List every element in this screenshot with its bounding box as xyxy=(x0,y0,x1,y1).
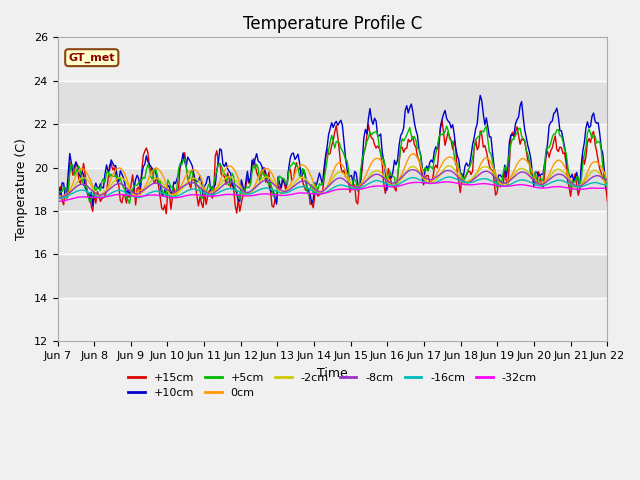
+5cm xyxy=(54,191,61,197)
+15cm xyxy=(438,118,446,123)
Bar xyxy=(58,124,607,168)
-16cm xyxy=(218,188,225,194)
+5cm xyxy=(121,187,129,193)
+5cm xyxy=(576,182,584,188)
Text: GT_met: GT_met xyxy=(68,52,115,63)
Bar xyxy=(58,211,607,254)
Line: -8cm: -8cm xyxy=(58,169,607,198)
-8cm xyxy=(54,195,61,201)
-16cm xyxy=(575,184,582,190)
-16cm xyxy=(294,184,302,190)
-8cm xyxy=(218,184,225,190)
0cm xyxy=(246,189,254,195)
-16cm xyxy=(236,189,244,195)
-2cm xyxy=(245,190,253,196)
Line: 0cm: 0cm xyxy=(58,154,607,197)
+5cm xyxy=(219,168,227,174)
+10cm xyxy=(89,203,97,209)
-2cm xyxy=(604,184,611,190)
+5cm xyxy=(246,181,254,187)
+10cm xyxy=(246,175,254,181)
+10cm xyxy=(576,185,584,191)
0cm xyxy=(55,194,63,200)
Line: -2cm: -2cm xyxy=(58,166,607,197)
0cm xyxy=(219,171,227,177)
0cm xyxy=(576,182,584,188)
+15cm xyxy=(219,172,227,178)
-2cm xyxy=(54,194,61,200)
0cm xyxy=(296,163,303,169)
Line: -16cm: -16cm xyxy=(58,177,607,199)
-2cm xyxy=(218,180,225,186)
+10cm xyxy=(296,160,303,166)
-8cm xyxy=(236,186,244,192)
Legend: +15cm, +10cm, +5cm, 0cm, -2cm, -8cm, -16cm, -32cm: +15cm, +10cm, +5cm, 0cm, -2cm, -8cm, -16… xyxy=(124,368,541,403)
-32cm xyxy=(54,199,61,204)
-16cm xyxy=(446,174,454,180)
+15cm xyxy=(237,200,245,206)
0cm xyxy=(54,194,61,200)
X-axis label: Time: Time xyxy=(317,367,348,380)
-2cm xyxy=(121,178,129,183)
Bar xyxy=(58,298,607,341)
-8cm xyxy=(575,183,582,189)
+5cm xyxy=(604,185,611,191)
-32cm xyxy=(218,192,225,198)
-16cm xyxy=(54,196,61,202)
-8cm xyxy=(604,177,611,183)
Line: -32cm: -32cm xyxy=(58,182,607,202)
-32cm xyxy=(443,179,451,185)
+5cm xyxy=(296,173,303,179)
Line: +10cm: +10cm xyxy=(58,96,607,206)
+10cm xyxy=(604,178,611,184)
-32cm xyxy=(604,185,611,191)
-16cm xyxy=(121,189,129,195)
0cm xyxy=(409,151,417,156)
+5cm xyxy=(125,201,133,206)
+10cm xyxy=(219,161,227,167)
-2cm xyxy=(236,184,244,190)
+15cm xyxy=(163,211,170,216)
0cm xyxy=(237,186,245,192)
+15cm xyxy=(604,198,611,204)
-2cm xyxy=(446,163,454,169)
+15cm xyxy=(121,193,129,199)
-32cm xyxy=(575,187,582,192)
+5cm xyxy=(237,185,245,191)
-32cm xyxy=(236,192,244,198)
-32cm xyxy=(245,193,253,199)
-8cm xyxy=(121,183,129,189)
Line: +15cm: +15cm xyxy=(58,120,607,214)
-16cm xyxy=(604,182,611,188)
+10cm xyxy=(237,177,245,183)
-32cm xyxy=(294,190,302,196)
Title: Temperature Profile C: Temperature Profile C xyxy=(243,15,422,33)
+15cm xyxy=(54,203,61,208)
+5cm xyxy=(483,123,490,129)
-16cm xyxy=(245,191,253,197)
-2cm xyxy=(294,176,302,182)
+10cm xyxy=(123,192,131,197)
-8cm xyxy=(409,167,417,172)
+10cm xyxy=(476,93,484,98)
+15cm xyxy=(576,186,584,192)
0cm xyxy=(604,179,611,185)
-8cm xyxy=(245,189,253,195)
Y-axis label: Temperature (C): Temperature (C) xyxy=(15,138,28,240)
+15cm xyxy=(246,180,254,186)
+15cm xyxy=(296,165,303,171)
Bar xyxy=(58,37,607,81)
-8cm xyxy=(294,180,302,186)
+10cm xyxy=(54,182,61,188)
-32cm xyxy=(121,192,129,198)
-2cm xyxy=(575,184,582,190)
Line: +5cm: +5cm xyxy=(58,126,607,204)
0cm xyxy=(123,175,131,181)
